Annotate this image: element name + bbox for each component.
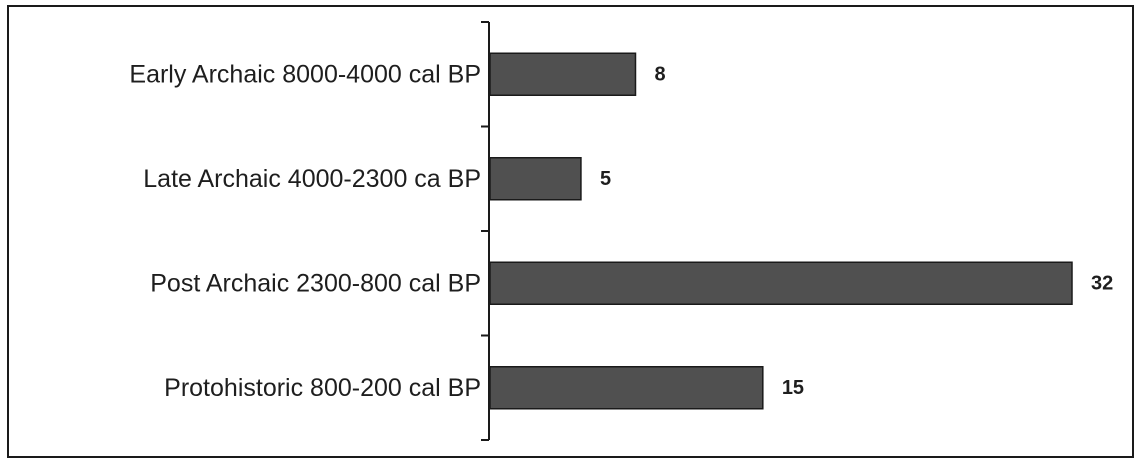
- category-labels: Early Archaic 8000-4000 cal BP Late Archa…: [129, 60, 481, 402]
- value-label: 5: [600, 168, 611, 190]
- value-label: 15: [782, 377, 804, 399]
- bar: [489, 52, 637, 96]
- bar-chart: Early Archaic 8000-4000 cal BP Late Archa…: [129, 21, 1113, 441]
- category-label: Protohistoric 800-200 cal BP: [164, 374, 481, 402]
- bars: [489, 52, 1073, 410]
- value-label: 8: [655, 63, 666, 85]
- category-label: Late Archaic 4000-2300 ca BP: [143, 165, 481, 193]
- chart-frame: Early Archaic 8000-4000 cal BP Late Archa…: [7, 5, 1134, 458]
- category-label: Early Archaic 8000-4000 cal BP: [129, 60, 481, 88]
- category-axis-ticks: [481, 21, 489, 441]
- value-labels: 8 5 32 15: [600, 63, 1113, 399]
- value-label: 32: [1091, 272, 1113, 294]
- category-label: Post Archaic 2300-800 cal BP: [150, 269, 481, 297]
- bar: [489, 261, 1073, 305]
- bar: [489, 157, 582, 201]
- bar: [489, 366, 764, 410]
